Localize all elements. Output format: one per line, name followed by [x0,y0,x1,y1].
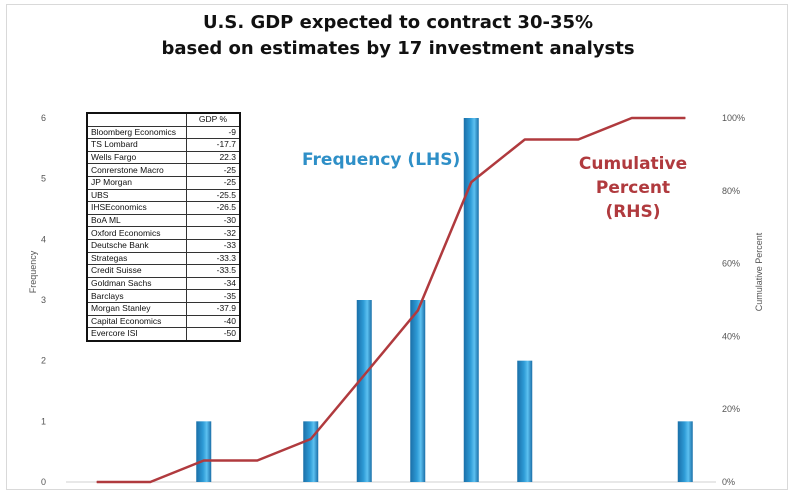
analyst-name-cell: Evercore ISI [86,327,187,342]
table-row: Bloomberg Economics -9 [86,125,241,140]
frequency-bar [356,300,372,482]
table-row: IHSEconomics -26.5 [86,201,241,215]
analyst-name-cell: UBS [86,188,187,203]
gdp-value-cell: -50 [186,327,241,342]
gdp-value-cell: -25 [186,163,241,177]
table-row: Goldman Sachs -34 [86,276,241,291]
cumulative-percent-line [96,116,686,484]
analyst-name-cell: Deutsche Bank [86,238,187,253]
analyst-name-cell: IHSEconomics [86,201,187,215]
gdp-value-cell: -37.9 [186,301,241,316]
y2-tick-label: 20% [722,404,740,414]
table-row: Credit Suisse -33.5 [86,264,241,278]
gdp-value-cell: -25.5 [186,188,241,203]
analyst-name-cell: TS Lombard [86,138,187,152]
frequency-bar [196,421,212,482]
y-tick-label: 1 [41,416,46,426]
cumulative-point [149,481,151,483]
y-tick-label: 4 [41,234,46,244]
gdp-value-cell: 22.3 [186,150,241,165]
gdp-estimates-table: GDP % Bloomberg Economics -9 TS Lombard -17… [86,112,241,342]
y-tick-label: 3 [41,295,46,305]
y-axis-title: Frequency [28,250,38,293]
analyst-name-cell: Capital Economics [86,314,187,329]
y-tick-label: 6 [41,113,46,123]
y-tick-label: 2 [41,356,46,366]
cumulative-point [310,438,312,440]
y-tick-label: 0 [41,477,46,487]
y2-tick-label: 40% [722,331,740,341]
analyst-name-cell: Wells Fargo [86,150,187,165]
gdp-value-cell: -30 [186,213,241,228]
chart-title: U.S. GDP expected to contract 30-35% bas… [0,10,796,62]
analyst-name-cell: Credit Suisse [86,264,187,278]
analyst-name-cell: Bloomberg Economics [86,125,187,140]
frequency-bar [677,421,693,482]
cumulative-point [417,310,419,312]
table-header-cell [86,112,187,127]
gdp-value-cell: -34 [186,276,241,291]
frequency-bar [463,118,479,482]
analyst-name-cell: Strategas [86,251,187,266]
frequency-bar [517,360,533,482]
cumulative-point [684,117,686,119]
table-row: UBS -25.5 [86,188,241,203]
y2-tick-label: 0% [722,477,735,487]
cumulative-point [470,181,472,183]
y-tick-label: 5 [41,174,46,184]
table-row: Oxford Economics -32 [86,226,241,240]
analyst-name-cell: Morgan Stanley [86,301,187,316]
analyst-name-cell: Goldman Sachs [86,276,187,291]
y2-tick-label: 100% [722,113,745,123]
gdp-value-cell: -33 [186,238,241,253]
analyst-name-cell: Oxford Economics [86,226,187,240]
y2-tick-label: 60% [722,259,740,269]
gdp-value-cell: -35 [186,289,241,303]
cumulative-annotation-line-2: (RHS) [605,202,661,222]
cumulative-point [96,481,98,483]
table-row: Strategas -33.3 [86,251,241,266]
cumulative-point [577,138,579,140]
analyst-name-cell: Barclays [86,289,187,303]
cumulative-annotation: Cumulative Percent (RHS) [540,152,726,224]
table-header-cell: GDP % [186,112,241,127]
gdp-value-cell: -26.5 [186,201,241,215]
cumulative-point [363,374,365,376]
frequency-annotation: Frequency (LHS) [302,150,461,170]
analyst-name-cell: Conrerstone Macro [86,163,187,177]
table-header-row: GDP % [86,112,241,127]
cumulative-point [524,138,526,140]
table-row: Deutsche Bank -33 [86,238,241,253]
y2-tick-label: 80% [722,186,740,196]
analyst-name-cell: JP Morgan [86,175,187,190]
table-row: TS Lombard -17.7 [86,138,241,152]
table-row: BoA ML -30 [86,213,241,228]
frequency-bar [303,421,319,482]
gdp-value-cell: -40 [186,314,241,329]
cumulative-point [631,117,633,119]
gdp-value-cell: -17.7 [186,138,241,152]
frequency-bar [410,300,426,482]
chart-title-line-2: based on estimates by 17 investment anal… [161,38,635,59]
analyst-name-cell: BoA ML [86,213,187,228]
gdp-value-cell: -9 [186,125,241,140]
cumulative-annotation-line-1: Cumulative Percent [578,154,688,198]
table-row: JP Morgan -25 [86,175,241,190]
table-row: Capital Economics -40 [86,314,241,329]
gdp-value-cell: -32 [186,226,241,240]
table-row: Barclays -35 [86,289,241,303]
table-row: Wells Fargo 22.3 [86,150,241,165]
cumulative-point [256,460,258,462]
gdp-value-cell: -25 [186,175,241,190]
table-row: Conrerstone Macro -25 [86,163,241,177]
cumulative-point [203,460,205,462]
gdp-value-cell: -33.5 [186,264,241,278]
gdp-value-cell: -33.3 [186,251,241,266]
y2-axis-title: Cumulative Percent [754,232,764,311]
chart-title-line-1: U.S. GDP expected to contract 30-35% [202,12,594,33]
table-row: Morgan Stanley -37.9 [86,301,241,316]
table-row: Evercore ISI -50 [86,327,241,342]
